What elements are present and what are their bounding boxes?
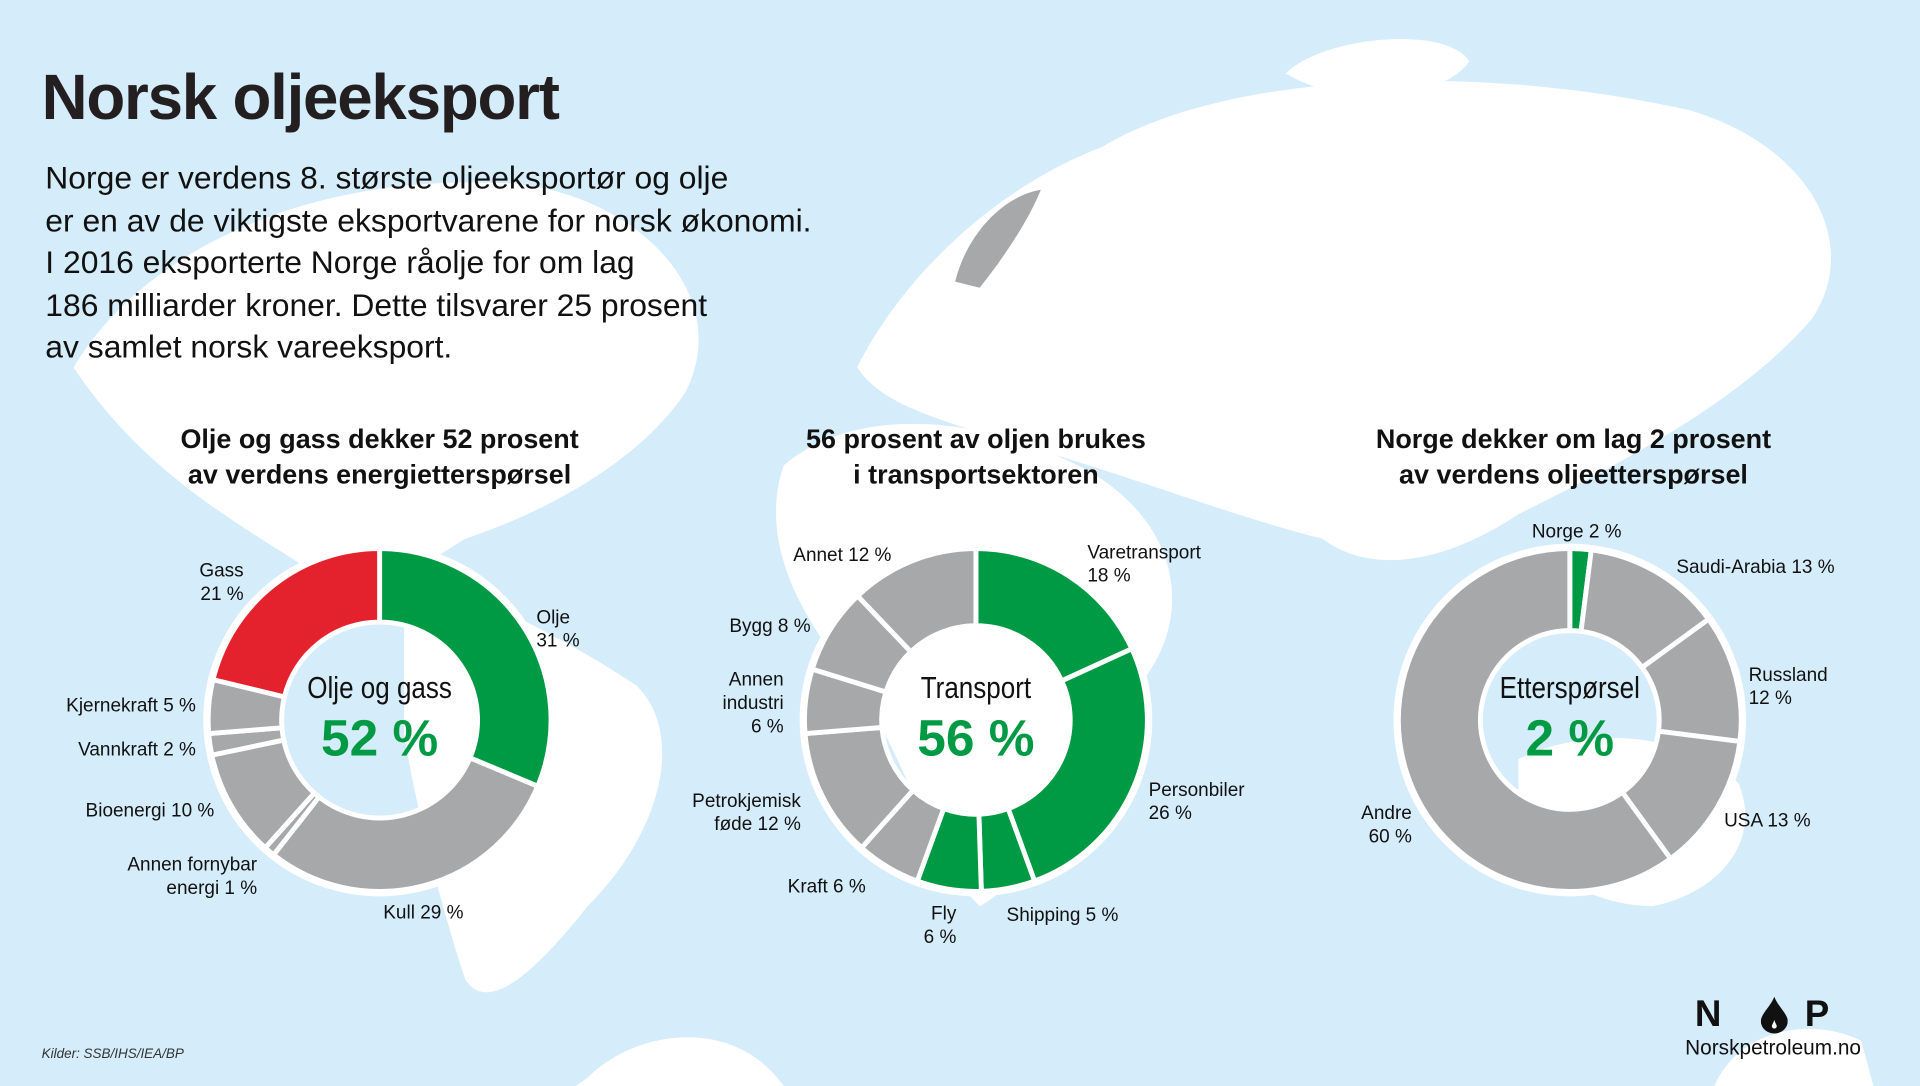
- slice-label: USA 13 %: [1724, 809, 1811, 832]
- slice-label: Vannkraft 2 %: [78, 738, 196, 761]
- slice-olje: [377, 546, 554, 790]
- slice-label-line: 26 %: [1148, 803, 1192, 825]
- slice-label: Russland 12 %: [1749, 664, 1828, 711]
- slice-label: Shipping 5 %: [1007, 904, 1119, 927]
- slice-label-line: industri: [722, 693, 784, 714]
- slice-label-line: Annet 12 %: [793, 544, 892, 566]
- slice-label-line: Andre: [1361, 803, 1412, 825]
- slice-label: Kraft 6 %: [788, 876, 866, 899]
- slice-label: Saudi-Arabia 13 %: [1676, 556, 1834, 579]
- norskpetroleum-logo[interactable]: N P Norskpetroleum.no: [1675, 994, 1871, 1060]
- chart-title-line: 56 prosent av oljen brukes: [805, 423, 1146, 455]
- center-label: Olje og gass: [307, 671, 452, 706]
- slice-label-line: Bygg 8 %: [729, 615, 811, 637]
- donut-outline: [203, 543, 556, 897]
- slice-annet: [854, 546, 979, 656]
- slice-label-line: 12 %: [1748, 688, 1792, 709]
- website-link[interactable]: Norskpetroleum.no: [1685, 1035, 1862, 1060]
- page-title: Norsk oljeeksport: [41, 62, 560, 134]
- intro-line: Norge er verdens 8. største oljeeksportø…: [45, 159, 729, 196]
- slice-label: Bygg 8 %: [729, 615, 810, 638]
- slice-label: Gass 21 %: [199, 560, 243, 607]
- intro-line: 186 milliarder kroner. Dette tilsvarer 2…: [45, 285, 708, 323]
- intro-text: Norge er verdens 8. største oljeeksportø…: [45, 157, 811, 368]
- center-label: Transport: [920, 671, 1032, 706]
- slice-label-line: 18 %: [1087, 565, 1131, 587]
- slice-label: Varetransport 18 %: [1087, 541, 1201, 588]
- chart-title: Olje og gass dekker 52 prosent av verdens…: [122, 421, 636, 492]
- slice-label-line: Personbiler: [1148, 780, 1245, 801]
- slice-label-line: 60 %: [1368, 826, 1412, 848]
- slice-label-line: Kjernekraft 5 %: [66, 695, 196, 717]
- chart-title: Norge dekker om lag 2 prosent av verdens …: [1316, 421, 1830, 492]
- center-value: 52 %: [320, 708, 439, 767]
- center-label: Etterspørsel: [1499, 671, 1640, 706]
- slice-gass: [210, 546, 383, 700]
- logo-letter: N: [1694, 994, 1744, 1035]
- slice-label: Annet 12 %: [793, 544, 891, 567]
- slice-label-line: Kraft 6 %: [787, 876, 866, 898]
- slice-label-line: 21 %: [200, 584, 244, 605]
- slice-label-line: føde 12 %: [714, 814, 801, 836]
- donut-outline: [1393, 543, 1747, 897]
- slice-label-line: Kull 29 %: [383, 902, 464, 924]
- slice-label-line: Petrokjemisk: [692, 791, 801, 812]
- slice-label-line: Olje: [536, 607, 571, 629]
- oil-drop-icon: [1760, 996, 1788, 1034]
- slice-label: Andre 60 %: [1361, 802, 1412, 849]
- slice-andre: [1395, 546, 1674, 894]
- slice-label-line: Annen fornybar: [127, 854, 258, 876]
- slice-label-line: energi 1 %: [166, 877, 258, 899]
- norway-shape: [955, 189, 1041, 288]
- center-value: 2 %: [1525, 708, 1615, 767]
- slice-label-line: Shipping 5 %: [1006, 904, 1119, 926]
- donut-outline: [799, 543, 1153, 897]
- intro-line: I 2016 eksporterte Norge råolje for om l…: [45, 243, 635, 281]
- slice-label-line: Saudi-Arabia 13 %: [1676, 557, 1835, 578]
- slice-personbiler: [1005, 645, 1150, 885]
- slice-kull: [270, 754, 541, 894]
- slice-label-line: 6 %: [923, 926, 957, 948]
- source-note: Kilder: SSB/IHS/IEA/BP: [41, 1046, 184, 1062]
- slice-label-line: 31 %: [536, 630, 580, 652]
- chart-title-line: av verdens energietterspørsel: [187, 459, 572, 490]
- slice-label: Personbiler 26 %: [1149, 779, 1245, 826]
- slice-label: Bioenergi 10 %: [86, 800, 215, 823]
- slice-label-line: Russland: [1748, 664, 1828, 686]
- chart-title-line: i transportsektoren: [853, 459, 1099, 490]
- slice-label: Norge 2 %: [1532, 520, 1622, 543]
- chart-title-line: av verdens oljeetterspørsel: [1399, 459, 1748, 490]
- slice-label: Petrokjemisk føde 12 %: [692, 790, 801, 837]
- donut-center: Olje og gass 52 %: [282, 671, 478, 768]
- slice-label: Olje 31 %: [536, 606, 579, 653]
- slice-label-line: Norge 2 %: [1531, 521, 1622, 543]
- intro-line: av samlet norsk vareeksport.: [45, 328, 453, 365]
- donut-center: Etterspørsel 2 %: [1472, 671, 1668, 768]
- slice-label: Fly 6 %: [924, 902, 957, 949]
- logo-letter: P: [1804, 994, 1852, 1035]
- slice-label-line: Gass: [199, 560, 244, 582]
- center-value: 56 %: [917, 708, 1035, 767]
- donut-center: Transport 56 %: [878, 671, 1074, 768]
- slice-label: Annen industri 6 %: [722, 669, 783, 739]
- slice-label-line: Vannkraft 2 %: [78, 739, 196, 761]
- slice-label: Kjernekraft 5 %: [66, 694, 196, 717]
- intro-line: er en av de viktigste eksportvarene for …: [45, 201, 812, 239]
- chart-title: 56 prosent av oljen brukes i transportsek…: [719, 421, 1233, 492]
- slice-label-line: USA 13 %: [1724, 810, 1811, 832]
- slice-label: Annen fornybar energi 1 %: [127, 853, 257, 900]
- slice-label-line: 6 %: [750, 716, 784, 738]
- slice-label-line: Fly: [931, 903, 957, 925]
- slice-label: Kull 29 %: [383, 901, 463, 924]
- slice-label-line: Bioenergi 10 %: [85, 800, 215, 822]
- chart-title-line: Olje og gass dekker 52 prosent: [180, 423, 579, 455]
- slice-label-line: Varetransport: [1087, 542, 1201, 564]
- slice-label-line: Annen: [728, 669, 784, 691]
- chart-title-line: Norge dekker om lag 2 prosent: [1375, 423, 1772, 455]
